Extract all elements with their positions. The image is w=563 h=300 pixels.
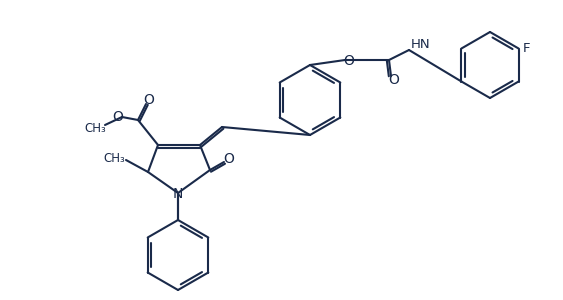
- Text: O: O: [343, 54, 355, 68]
- Text: CH₃: CH₃: [84, 122, 106, 134]
- Text: O: O: [113, 110, 123, 124]
- Text: HN: HN: [411, 38, 431, 52]
- Text: F: F: [523, 42, 530, 55]
- Text: O: O: [144, 93, 154, 107]
- Text: O: O: [388, 73, 399, 87]
- Text: CH₃: CH₃: [103, 152, 125, 164]
- Text: O: O: [224, 152, 234, 166]
- Text: N: N: [173, 187, 183, 201]
